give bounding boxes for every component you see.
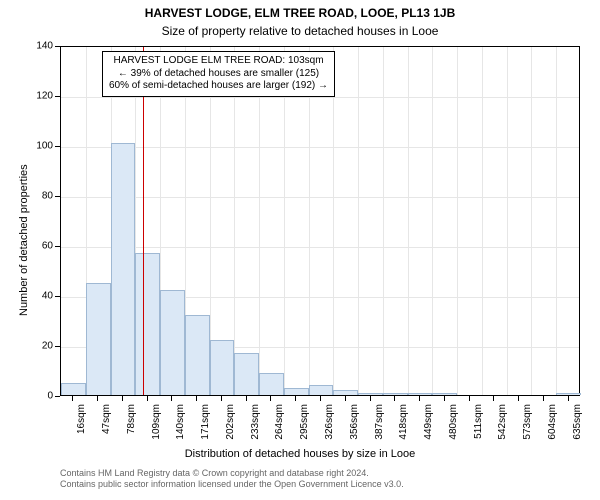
histogram-bar: [111, 143, 136, 396]
x-tick-label: 418sqm: [398, 404, 409, 452]
reference-line: [143, 47, 145, 395]
x-tick-label: 326sqm: [324, 404, 335, 452]
x-tick-label: 604sqm: [547, 404, 558, 452]
histogram-bar: [135, 253, 160, 396]
x-axis-label: Distribution of detached houses by size …: [0, 448, 600, 460]
footnote-line-2: Contains public sector information licen…: [60, 479, 600, 490]
histogram-bar: [61, 383, 86, 396]
histogram-bar: [234, 353, 259, 396]
x-tick-label: 511sqm: [473, 404, 484, 452]
x-tick-label: 16sqm: [76, 404, 87, 452]
histogram-bar: [210, 340, 235, 395]
footnote-line-1: Contains HM Land Registry data © Crown c…: [60, 468, 600, 479]
x-tick-label: 387sqm: [374, 404, 385, 452]
chart-title: HARVEST LODGE, ELM TREE ROAD, LOOE, PL13…: [0, 6, 600, 20]
histogram-bar: [556, 393, 581, 396]
x-tick-label: 140sqm: [175, 404, 186, 452]
annotation-box: HARVEST LODGE ELM TREE ROAD: 103sqm ← 39…: [102, 51, 335, 97]
x-tick-label: 264sqm: [274, 404, 285, 452]
histogram-bar: [432, 393, 457, 396]
annotation-line-1: HARVEST LODGE ELM TREE ROAD: 103sqm: [109, 55, 328, 68]
y-tick-label: 0: [25, 391, 53, 402]
histogram-bar: [408, 393, 433, 396]
chart-subtitle: Size of property relative to detached ho…: [0, 24, 600, 38]
histogram-bar: [259, 373, 284, 396]
x-tick-label: 78sqm: [126, 404, 137, 452]
x-tick-label: 573sqm: [522, 404, 533, 452]
y-tick-label: 140: [25, 41, 53, 52]
histogram-bar: [309, 385, 334, 395]
histogram-bar: [333, 390, 358, 395]
x-tick-label: 449sqm: [423, 404, 434, 452]
x-tick-label: 202sqm: [225, 404, 236, 452]
y-tick-label: 100: [25, 141, 53, 152]
annotation-line-3: 60% of semi-detached houses are larger (…: [109, 80, 328, 93]
x-tick-label: 47sqm: [101, 404, 112, 452]
footnote: Contains HM Land Registry data © Crown c…: [60, 468, 600, 491]
x-tick-label: 171sqm: [200, 404, 211, 452]
x-tick-label: 635sqm: [572, 404, 583, 452]
x-tick-label: 233sqm: [250, 404, 261, 452]
x-tick-label: 542sqm: [497, 404, 508, 452]
y-tick-label: 20: [25, 341, 53, 352]
chart-container: HARVEST LODGE, ELM TREE ROAD, LOOE, PL13…: [0, 0, 600, 500]
x-tick-label: 480sqm: [448, 404, 459, 452]
histogram-bar: [86, 283, 111, 396]
x-tick-label: 356sqm: [349, 404, 360, 452]
histogram-bar: [383, 393, 408, 396]
x-tick-label: 109sqm: [151, 404, 162, 452]
x-tick-label: 295sqm: [299, 404, 310, 452]
histogram-bar: [160, 290, 185, 395]
y-tick-label: 120: [25, 91, 53, 102]
histogram-bar: [284, 388, 309, 396]
histogram-bar: [185, 315, 210, 395]
y-axis-label: Number of detached properties: [18, 164, 30, 316]
histogram-bar: [358, 393, 383, 396]
annotation-line-2: ← 39% of detached houses are smaller (12…: [109, 68, 328, 81]
plot-area: [60, 46, 580, 396]
